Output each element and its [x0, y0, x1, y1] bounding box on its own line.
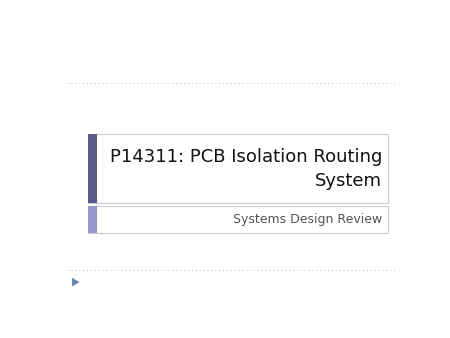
Bar — [88, 206, 387, 233]
Polygon shape — [72, 278, 80, 286]
Bar — [88, 134, 97, 203]
Bar — [88, 206, 97, 233]
Bar — [88, 134, 387, 203]
Text: P14311: PCB Isolation Routing
System: P14311: PCB Isolation Routing System — [110, 148, 382, 190]
Text: Systems Design Review: Systems Design Review — [233, 213, 382, 226]
